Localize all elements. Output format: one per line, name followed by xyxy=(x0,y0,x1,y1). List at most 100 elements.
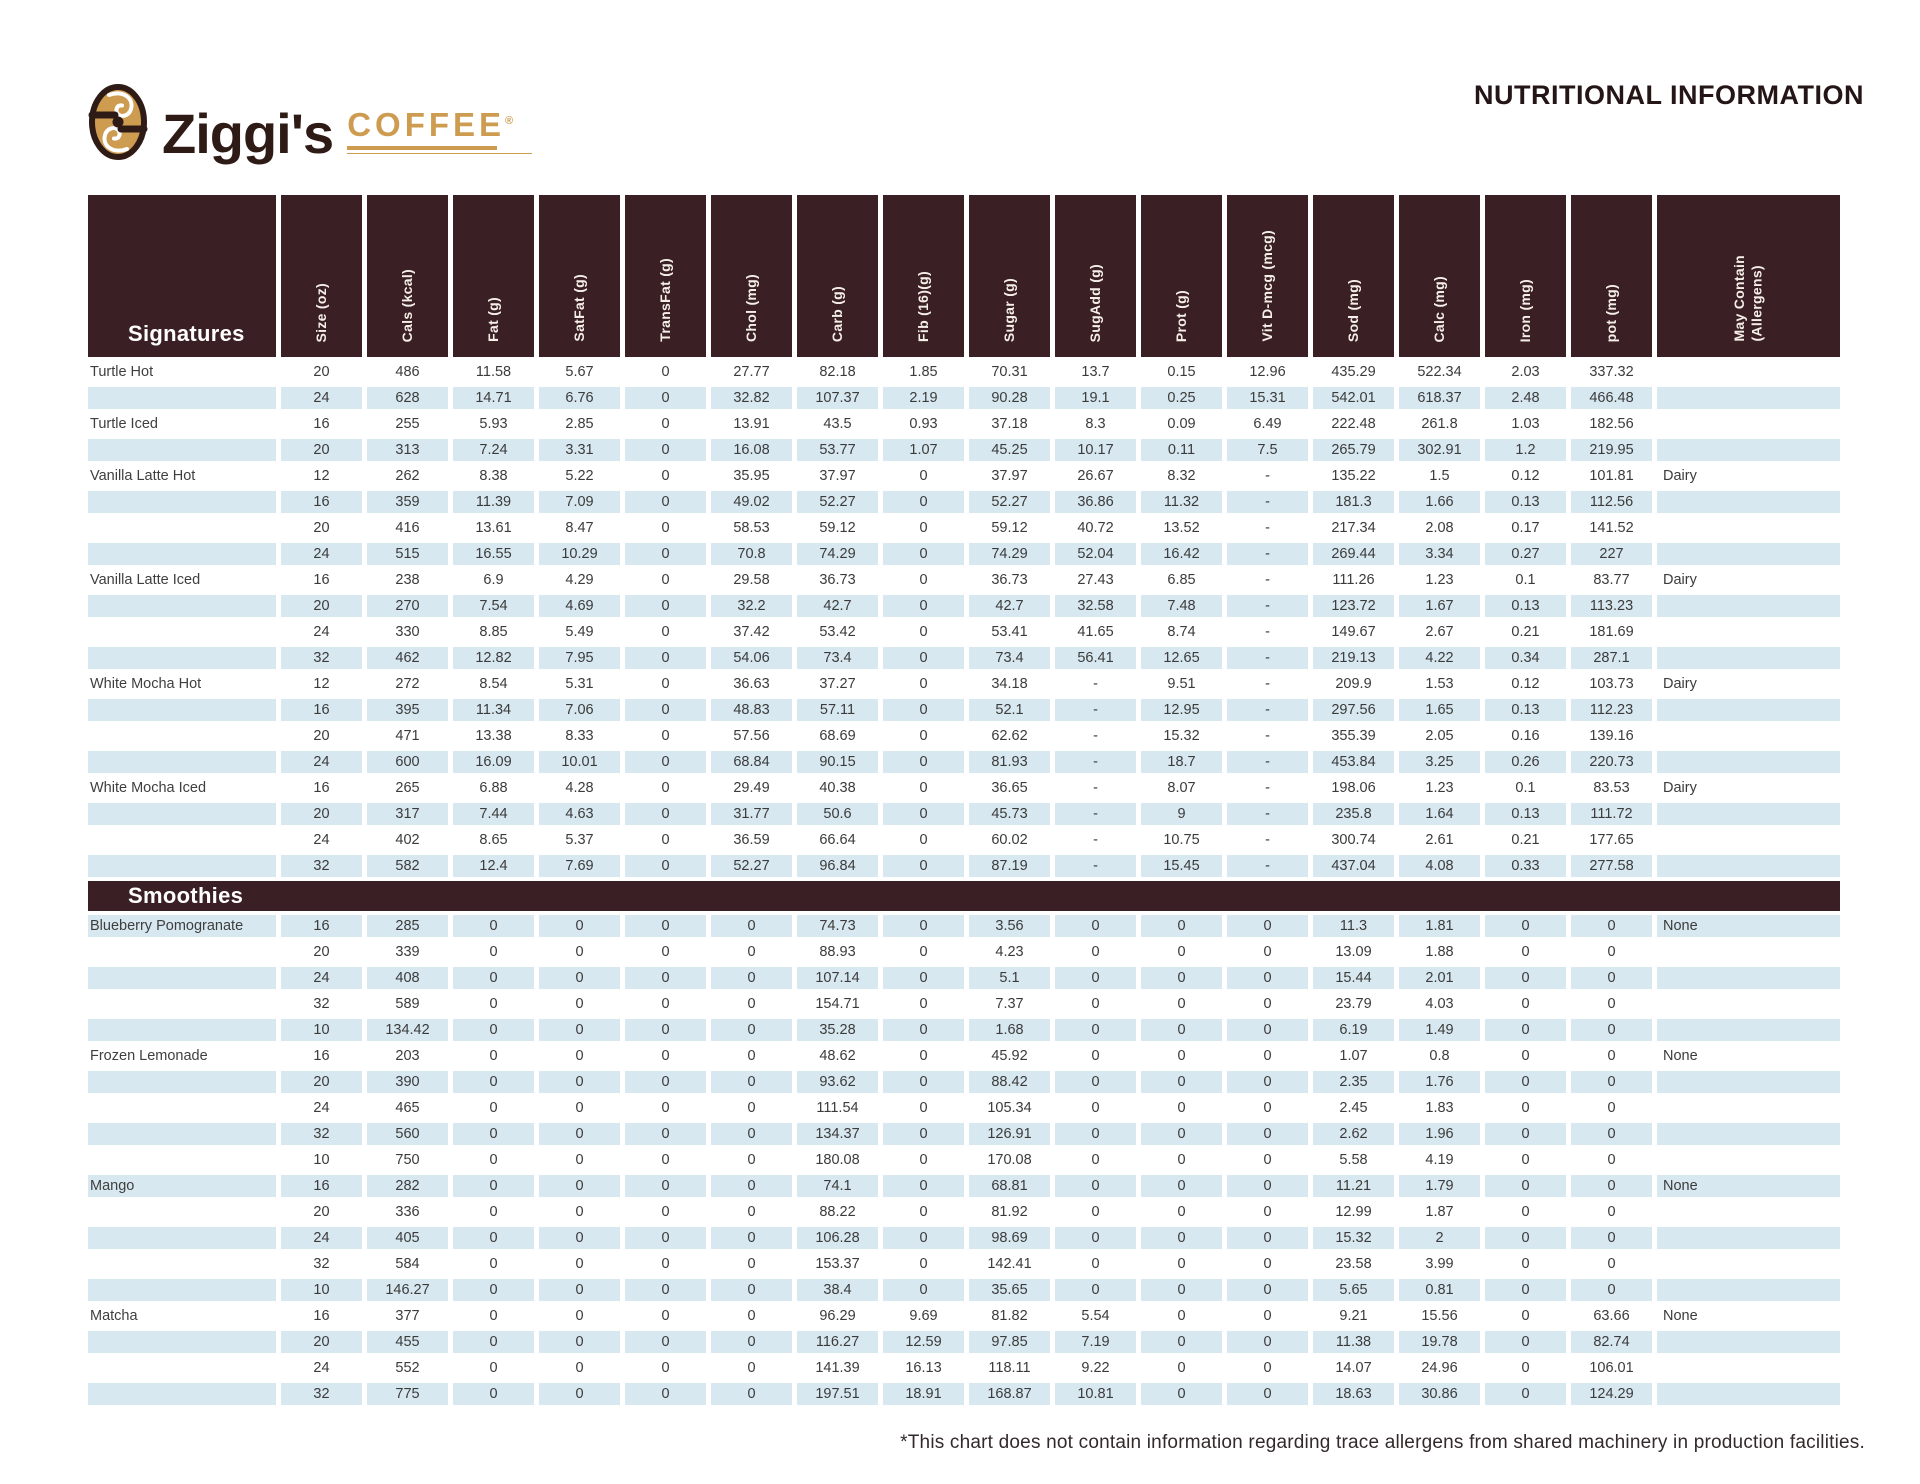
value-cell: 0 xyxy=(883,1071,964,1093)
value-cell: 107.14 xyxy=(797,967,878,989)
value-cell: - xyxy=(1093,780,1098,796)
table-row: 20 339 0 0 0 0 88.93 0 4.23 0 0 0 13.09 1.88 0 0 xyxy=(88,941,1840,963)
value-cell: 0 xyxy=(1227,1071,1308,1093)
value-cell: 11.3 xyxy=(1313,915,1394,937)
value-cell: 198.06 xyxy=(1331,780,1376,796)
value-cell: 0 xyxy=(1177,1100,1186,1116)
value-cell: 13.91 xyxy=(733,416,770,432)
value-cell: 8.74 xyxy=(1167,624,1196,640)
value-cell: 5.49 xyxy=(565,624,594,640)
value-cell: 20 xyxy=(313,364,330,380)
value-cell: 0 xyxy=(489,1360,498,1376)
table-row: 32 775 0 0 0 0 197.51 18.91 168.87 10.81 0 0 18.63 30… xyxy=(88,1383,1840,1405)
value-cell: 0 xyxy=(625,1331,706,1353)
product-name-cell xyxy=(88,1227,276,1249)
allergen-cell xyxy=(1657,1097,1840,1119)
value-cell: 4.19 xyxy=(1425,1152,1454,1168)
value-cell: 81.93 xyxy=(969,751,1050,773)
value-cell: 16.13 xyxy=(905,1360,942,1376)
value-cell: 0 xyxy=(1263,1308,1272,1324)
table-row: 24 402 8.65 5.37 0 36.59 66.64 0 60.02 - 10.75 - 300… xyxy=(88,829,1840,851)
column-header-label: Size (oz) xyxy=(312,282,329,342)
value-cell: 0 xyxy=(1227,1019,1308,1041)
product-name-cell xyxy=(88,699,276,721)
value-cell: 0 xyxy=(1227,1331,1308,1353)
value-cell: 4.23 xyxy=(995,944,1024,960)
value-cell: 34.18 xyxy=(991,676,1028,692)
allergen-cell xyxy=(1657,387,1840,409)
value-cell: 103.73 xyxy=(1589,676,1634,692)
value-cell: 355.39 xyxy=(1331,728,1376,744)
value-cell: 222.48 xyxy=(1331,416,1376,432)
value-cell: 141.52 xyxy=(1589,520,1634,536)
value-cell: 57.56 xyxy=(733,728,770,744)
value-cell: 74.1 xyxy=(797,1175,878,1197)
value-cell: 0 xyxy=(1485,967,1566,989)
value-cell: 68.69 xyxy=(819,728,856,744)
value-cell: 0 xyxy=(661,676,670,692)
value-cell: 0 xyxy=(539,1227,620,1249)
value-cell: 0 xyxy=(883,647,964,669)
value-cell: 13.7 xyxy=(1081,364,1110,380)
value-cell: 0.16 xyxy=(1511,728,1540,744)
product-name-cell xyxy=(88,803,276,825)
table-row: 10 146.27 0 0 0 0 38.4 0 35.65 0 0 0 5.65 0.81 0 0 xyxy=(88,1279,1840,1301)
value-cell: 50.6 xyxy=(797,803,878,825)
value-cell: 0 xyxy=(1521,1256,1530,1272)
value-cell: 37.27 xyxy=(819,676,856,692)
product-name-cell xyxy=(88,1097,276,1119)
value-cell: 68.81 xyxy=(969,1175,1050,1197)
column-header-label: Cals (kcal) xyxy=(398,268,415,342)
value-cell: 0 xyxy=(1485,915,1566,937)
value-cell: - xyxy=(1265,728,1270,744)
table-row: 24 405 0 0 0 0 106.28 0 98.69 0 0 0 15.32 2 0 0 xyxy=(88,1227,1840,1249)
allergen-cell: Dairy xyxy=(1663,676,1697,692)
value-cell: 1.5 xyxy=(1429,468,1450,484)
value-cell: 0.8 xyxy=(1429,1048,1450,1064)
product-name-cell xyxy=(88,543,276,565)
value-cell: 0 xyxy=(1571,1071,1652,1093)
value-cell: 0 xyxy=(1607,1256,1616,1272)
value-cell: 197.51 xyxy=(797,1383,878,1405)
value-cell: 5.67 xyxy=(565,364,594,380)
value-cell: 0 xyxy=(1227,1175,1308,1197)
column-header-label: Fat (g) xyxy=(484,297,501,342)
allergen-cell xyxy=(1657,1071,1840,1093)
value-cell: 8.33 xyxy=(565,728,594,744)
value-cell: 1.88 xyxy=(1425,944,1454,960)
value-cell: 15.56 xyxy=(1421,1308,1458,1324)
value-cell: 395 xyxy=(367,699,448,721)
allergen-cell xyxy=(1657,829,1840,851)
value-cell: 0 xyxy=(575,1048,584,1064)
value-cell: 0 xyxy=(575,1204,584,1220)
value-cell: 0 xyxy=(1521,1308,1530,1324)
brand-underline-thin xyxy=(347,152,533,154)
column-header-label: Vit D-mcg (mcg) xyxy=(1258,230,1275,342)
value-cell: 0 xyxy=(1227,1123,1308,1145)
value-cell: 9.51 xyxy=(1167,676,1196,692)
value-cell: 1.23 xyxy=(1425,780,1454,796)
value-cell: 12.96 xyxy=(1249,364,1286,380)
value-cell: 0 xyxy=(1055,1019,1136,1041)
section-header-signatures: Signatures xyxy=(88,195,276,357)
value-cell: 0 xyxy=(919,572,928,588)
value-cell: 628 xyxy=(367,387,448,409)
value-cell: - xyxy=(1227,699,1308,721)
value-cell: 7.24 xyxy=(453,439,534,461)
value-cell: 317 xyxy=(367,803,448,825)
value-cell: 0 xyxy=(625,967,706,989)
allergen-cell xyxy=(1657,517,1840,539)
value-cell: 0 xyxy=(1177,1048,1186,1064)
value-cell: 217.34 xyxy=(1331,520,1376,536)
value-cell: - xyxy=(1227,855,1308,877)
value-cell: 16 xyxy=(313,1048,330,1064)
value-cell: 52.27 xyxy=(711,855,792,877)
value-cell: 0 xyxy=(883,491,964,513)
value-cell: 0 xyxy=(489,1256,498,1272)
value-cell: 124.29 xyxy=(1571,1383,1652,1405)
value-cell: 83.53 xyxy=(1593,780,1630,796)
table-row: 32 584 0 0 0 0 153.37 0 142.41 0 0 0 23.58 3.99 0 0 xyxy=(88,1253,1840,1275)
value-cell: 6.49 xyxy=(1253,416,1282,432)
value-cell: 0 xyxy=(1485,1019,1566,1041)
value-cell: 0 xyxy=(625,1227,706,1249)
